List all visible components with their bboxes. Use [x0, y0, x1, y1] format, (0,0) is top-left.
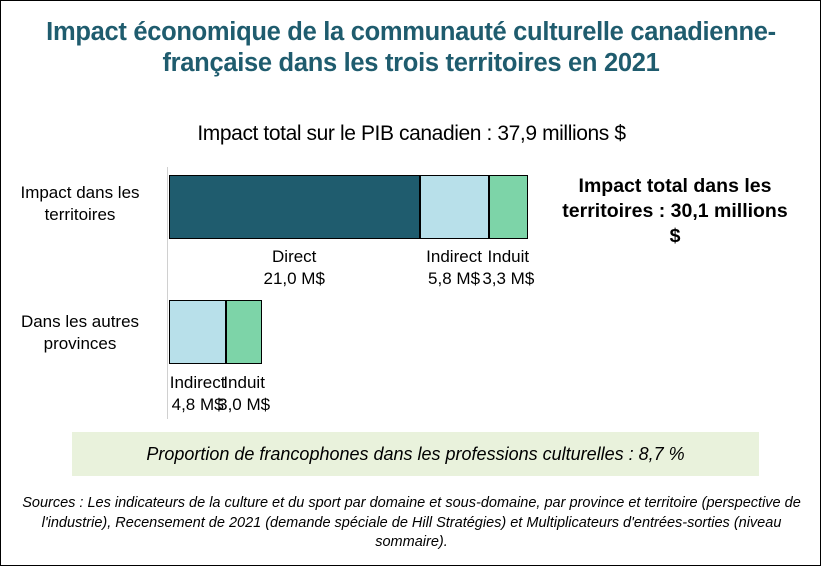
- data-label-direct-0: Direct 21,0 M$: [244, 246, 344, 290]
- chart-subtitle: Impact total sur le PIB canadien : 37,9 …: [197, 122, 626, 145]
- chart-title: Impact économique de la communauté cultu…: [46, 18, 776, 77]
- data-label-value: 3,3 M$: [482, 269, 535, 288]
- data-label-value: 3,0 M$: [218, 395, 271, 414]
- data-label-series-name: Indirect: [169, 373, 226, 392]
- bar-induit-1: [226, 300, 262, 364]
- data-label-value: 4,8 M$: [171, 395, 224, 414]
- sources-note: Sources : Les indicateurs de la culture …: [22, 495, 801, 550]
- data-label-series-name: Induit: [487, 247, 530, 266]
- category-axis: [167, 167, 168, 419]
- data-label-value: 5,8 M$: [428, 269, 481, 288]
- territories-total-annotation: Impact total dans les territoires : 30,1…: [562, 175, 788, 247]
- bar-direct-0: [169, 175, 420, 239]
- data-label-series-name: Induit: [223, 373, 265, 392]
- bar-indirect-0: [419, 175, 489, 239]
- data-label-indirect-0: Indirect 5,8 M$: [404, 246, 504, 290]
- data-label-induit-1: Induit 3,0 M$: [194, 372, 294, 416]
- data-label-induit-0: Induit 3,3 M$: [458, 246, 558, 290]
- data-label-value: 21,0 M$: [263, 269, 325, 288]
- category-label-territories: Impact dans les territoires: [20, 183, 140, 224]
- francophone-proportion-note: Proportion de francophones dans les prof…: [72, 432, 759, 476]
- data-label-series-name: Direct: [272, 247, 317, 266]
- bar-indirect-1: [169, 300, 227, 364]
- category-label-provinces: Dans les autres provinces: [20, 312, 140, 353]
- data-label-indirect-1: Indirect 4,8 M$: [148, 372, 248, 416]
- data-label-series-name: Indirect: [426, 247, 482, 266]
- bar-induit-0: [488, 175, 528, 239]
